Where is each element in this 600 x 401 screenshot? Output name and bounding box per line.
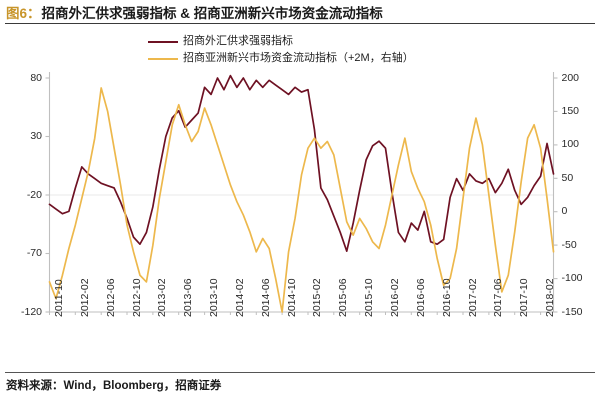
y-axis-left-tick-label: -120 xyxy=(20,305,42,318)
footer-divider xyxy=(5,372,595,373)
legend-label-series-2: 招商亚洲新兴市场资金流动指标（+2M，右轴） xyxy=(183,52,414,64)
x-axis-tick-label: 2015-02 xyxy=(311,278,324,317)
chart-legend: 招商外汇供求强弱指标 招商亚洲新兴市场资金流动指标（+2M，右轴） xyxy=(148,34,568,68)
x-axis-tick-label: 2015-06 xyxy=(337,278,350,317)
legend-label-series-1: 招商外汇供求强弱指标 xyxy=(183,35,293,47)
x-axis-tick-label: 2016-02 xyxy=(389,278,401,317)
y-axis-left-tick-label: -20 xyxy=(26,188,42,201)
legend-swatch-series-2 xyxy=(148,57,178,60)
y-axis-right-tick-label: 200 xyxy=(561,71,580,84)
x-axis-tick-label: 2011-10 xyxy=(53,279,65,317)
x-axis-tick-label: 2012-10 xyxy=(130,278,143,317)
y-axis-left-tick-label: -70 xyxy=(26,247,42,259)
x-axis-tick-label: 2014-10 xyxy=(285,278,298,317)
x-axis-tick-label: 2017-10 xyxy=(518,278,531,317)
figure-number-label: 图6： xyxy=(6,6,41,21)
page-title: 招商外汇供求强弱指标 & 招商亚洲新兴市场资金流动指标 xyxy=(41,6,383,21)
x-axis-tick-label: 2014-02 xyxy=(233,278,246,317)
x-axis-tick-label: 2016-10 xyxy=(440,278,453,317)
y-axis-right-tick-label: 0 xyxy=(561,205,568,218)
x-axis-tick-label: 2016-06 xyxy=(414,278,427,317)
x-axis-tick-label: 2013-10 xyxy=(208,278,221,317)
x-axis-tick-label: 2014-06 xyxy=(259,278,272,317)
y-axis-right-tick-label: -150 xyxy=(561,305,583,318)
series-line-1 xyxy=(48,74,555,253)
y-axis-right-tick-label: -100 xyxy=(561,272,583,285)
y-axis-right-tick-label: 100 xyxy=(561,138,580,151)
legend-swatch-series-1 xyxy=(148,40,178,43)
x-axis-tick-label: 2018-02 xyxy=(544,278,557,317)
legend-item-series-2: 招商亚洲新兴市场资金流动指标（+2M，右轴） xyxy=(148,51,568,66)
source-note: 资料来源：Wind，Bloomberg，招商证券 xyxy=(6,380,222,392)
x-axis-tick-label: 2015-10 xyxy=(363,278,376,317)
x-axis-tick-label: 2017-06 xyxy=(492,278,505,317)
x-axis-tick-label: 2012-06 xyxy=(104,278,117,317)
y-axis-right-tick-label: -50 xyxy=(561,238,577,251)
y-axis-left-tick-label: 80 xyxy=(30,71,42,84)
series-line-2 xyxy=(48,87,555,313)
x-axis-tick-label: 2013-06 xyxy=(182,278,195,317)
legend-item-series-1: 招商外汇供求强弱指标 xyxy=(148,34,568,49)
y-axis-left-tick-label: 30 xyxy=(30,130,42,142)
x-axis-tick-label: 2017-02 xyxy=(466,278,479,317)
y-axis-right-tick-label: 50 xyxy=(561,171,574,184)
x-axis-tick-label: 2013-02 xyxy=(156,278,169,317)
title-divider xyxy=(5,23,595,24)
figure-title-row: 图6： 招商外汇供求强弱指标 & 招商亚洲新兴市场资金流动指标 xyxy=(6,2,594,22)
y-axis-right-tick-label: 150 xyxy=(561,104,580,117)
x-axis-tick-label: 2012-02 xyxy=(78,278,91,317)
